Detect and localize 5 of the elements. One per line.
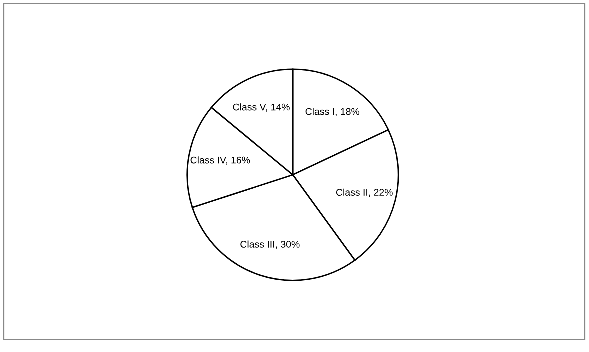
- slice-label: Class V, 14%: [233, 104, 290, 112]
- slice-label: Class IV, 16%: [190, 156, 250, 165]
- slice-label: Class III, 30%: [240, 240, 300, 250]
- slice-label: Class I, 18%: [306, 108, 360, 116]
- slice-label: Class II, 22%: [336, 188, 393, 198]
